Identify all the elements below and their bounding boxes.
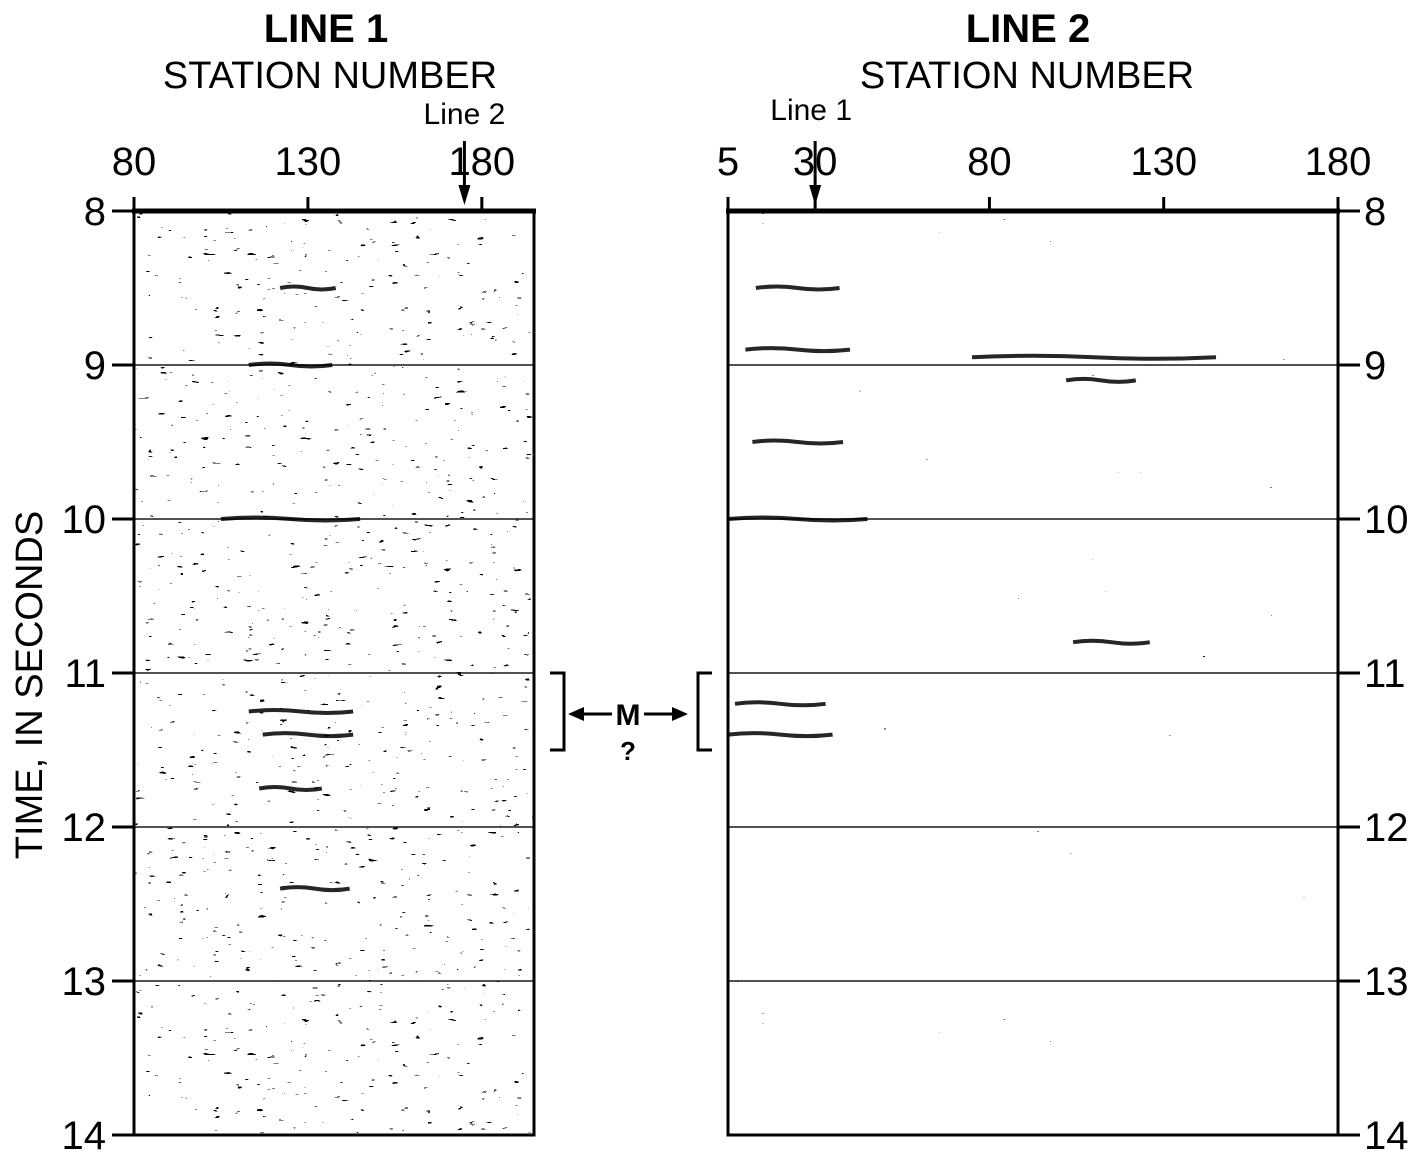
energy-band bbox=[734, 700, 826, 708]
y-tick-label: 11 bbox=[1364, 652, 1406, 696]
line-2-subtitle: STATION NUMBER bbox=[860, 55, 1194, 97]
energy-band bbox=[752, 438, 844, 446]
x-tick-label: 80 bbox=[112, 140, 157, 184]
line-1-subtitle: STATION NUMBER bbox=[163, 55, 497, 97]
y-tick-label: 13 bbox=[1364, 960, 1409, 1004]
m-bracket bbox=[550, 671, 566, 752]
energy-band bbox=[248, 708, 354, 715]
y-tick-label: 9 bbox=[84, 344, 106, 388]
line-2-title: LINE 2 bbox=[966, 7, 1090, 51]
line-1-panel: LINE 1 STATION NUMBER Line 2 TIME, IN SE… bbox=[9, 7, 566, 1158]
x-tick-label: 130 bbox=[275, 140, 342, 184]
y-tick-label: 12 bbox=[1364, 806, 1409, 850]
energy-band bbox=[279, 284, 337, 292]
line-2-crossing-label: Line 1 bbox=[770, 94, 852, 127]
x-tick-label: 130 bbox=[1130, 140, 1197, 184]
y-tick-label: 12 bbox=[62, 806, 107, 850]
energy-band bbox=[971, 353, 1217, 361]
y-tick-label: 8 bbox=[84, 190, 106, 234]
crossing-arrowhead bbox=[458, 185, 471, 205]
moho-annotation: M ? bbox=[568, 699, 688, 766]
energy-band bbox=[1065, 376, 1137, 384]
y-tick-label: 9 bbox=[1364, 344, 1386, 388]
m-bracket bbox=[696, 671, 712, 752]
x-tick-label: 180 bbox=[1305, 140, 1372, 184]
energy-band bbox=[279, 885, 350, 893]
y-tick-label: 10 bbox=[1364, 498, 1409, 542]
m-label: M bbox=[616, 699, 641, 732]
y-tick-label: 13 bbox=[62, 960, 107, 1004]
energy-band bbox=[745, 346, 851, 354]
energy-band bbox=[755, 284, 840, 292]
energy-band bbox=[258, 785, 323, 792]
y-tick-label: 14 bbox=[62, 1114, 107, 1158]
question-mark: ? bbox=[620, 736, 636, 766]
y-tick-label: 10 bbox=[62, 498, 107, 542]
energy-band bbox=[1072, 638, 1151, 646]
y-tick-label: 14 bbox=[1364, 1114, 1409, 1158]
y-axis-title: TIME, IN SECONDS bbox=[9, 511, 51, 859]
energy-band bbox=[262, 731, 354, 739]
energy-band bbox=[727, 731, 833, 739]
y-tick-label: 8 bbox=[1364, 190, 1386, 234]
m-arrowhead-left bbox=[568, 707, 584, 721]
crossing-arrowhead bbox=[809, 185, 822, 205]
x-tick-label: 80 bbox=[967, 140, 1012, 184]
line-1-overlay: 80 130 180 8 9 10 11 12 13 14 bbox=[62, 140, 566, 1158]
line-2-panel: LINE 2 STATION NUMBER Line 1 5 30 80 130 180… bbox=[696, 7, 1409, 1158]
x-tick-label: 180 bbox=[448, 140, 515, 184]
m-arrowhead-right bbox=[672, 707, 688, 721]
line-1-crossing-label: Line 2 bbox=[424, 98, 506, 131]
x-tick-label: 5 bbox=[717, 140, 739, 184]
y-tick-label: 11 bbox=[64, 652, 106, 696]
line-1-title: LINE 1 bbox=[264, 7, 388, 51]
